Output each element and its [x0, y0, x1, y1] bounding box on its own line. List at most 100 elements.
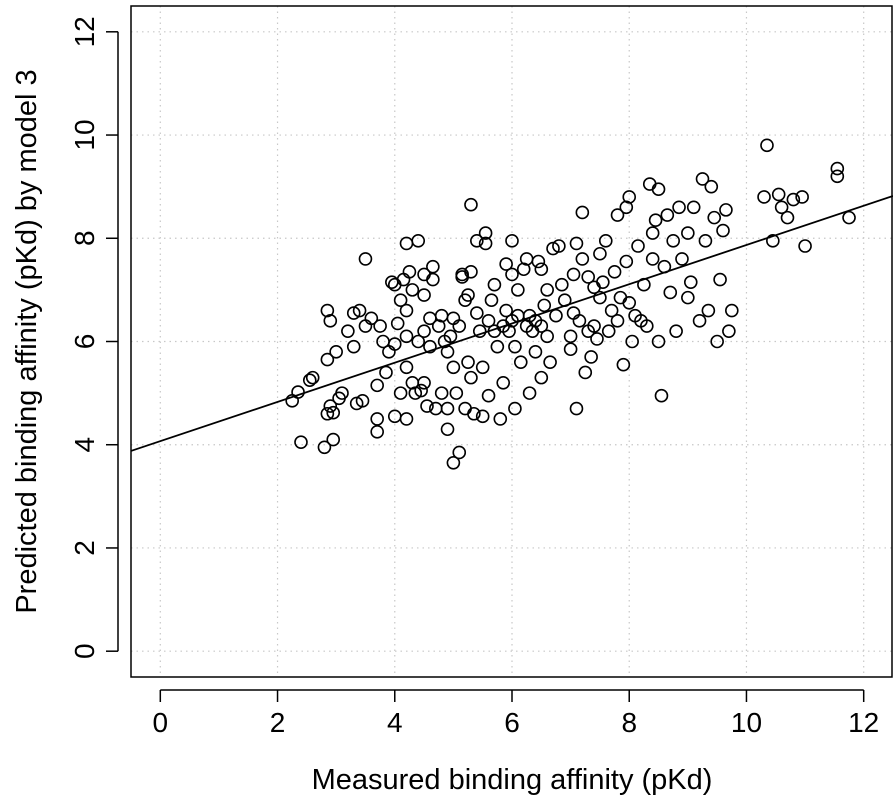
data-point	[587, 319, 601, 333]
data-point	[323, 399, 338, 413]
y-tick-label: 0	[69, 643, 100, 659]
data-point	[766, 234, 780, 248]
data-point	[335, 386, 349, 400]
data-point	[719, 203, 733, 217]
y-tick-label: 4	[69, 437, 100, 453]
data-point	[355, 394, 370, 408]
data-point	[645, 226, 660, 240]
data-point	[496, 375, 511, 390]
data-point	[505, 267, 519, 282]
data-point	[414, 383, 428, 398]
data-point	[481, 314, 496, 328]
data-point	[396, 272, 411, 287]
x-axis-title: Measured binding affinity (pKd)	[312, 764, 713, 796]
data-point	[528, 345, 543, 359]
data-point	[575, 205, 590, 220]
data-point	[440, 422, 455, 437]
data-point	[651, 334, 666, 349]
data-point	[478, 236, 493, 251]
data-point	[464, 370, 478, 385]
data-point	[464, 265, 478, 279]
data-point	[725, 303, 739, 318]
data-point	[569, 401, 584, 416]
data-point	[379, 365, 393, 380]
data-point	[593, 290, 607, 305]
data-point	[513, 355, 528, 369]
data-point	[461, 288, 475, 302]
data-point	[660, 208, 675, 222]
data-point	[399, 236, 414, 251]
data-point	[511, 283, 525, 297]
y-tick-label: 12	[69, 16, 100, 47]
data-point	[387, 277, 402, 292]
data-point	[692, 314, 707, 328]
data-point	[610, 208, 625, 222]
data-point	[563, 329, 578, 344]
data-point	[572, 314, 587, 328]
data-point	[569, 236, 584, 251]
data-point	[722, 324, 736, 338]
plot-frame	[130, 5, 893, 678]
data-point	[757, 190, 771, 204]
data-point	[534, 370, 549, 385]
data-point	[640, 319, 654, 333]
data-point	[475, 409, 490, 424]
data-point	[452, 445, 467, 460]
data-point	[320, 352, 335, 367]
data-point	[771, 187, 786, 202]
data-point	[616, 357, 631, 372]
data-point	[370, 412, 384, 426]
data-point	[382, 345, 396, 359]
data-point	[780, 210, 795, 225]
data-point	[508, 401, 522, 416]
data-point	[358, 252, 373, 266]
data-point	[446, 311, 461, 326]
data-point	[522, 386, 537, 400]
data-point	[695, 172, 710, 186]
data-point	[341, 324, 355, 338]
data-point	[393, 386, 408, 400]
data-point	[399, 303, 414, 318]
data-point	[475, 360, 490, 375]
data-point	[370, 425, 384, 439]
data-point	[593, 246, 607, 261]
data-point	[370, 378, 384, 393]
data-point	[399, 412, 414, 426]
x-tick-label: 0	[153, 707, 169, 738]
data-point	[578, 365, 593, 380]
data-point	[470, 234, 484, 248]
data-point	[387, 337, 402, 351]
data-point	[716, 223, 730, 238]
data-point	[543, 355, 557, 369]
data-point	[549, 308, 563, 323]
data-point	[645, 252, 660, 266]
data-point	[423, 339, 437, 354]
data-point	[648, 213, 663, 228]
data-point	[622, 190, 637, 204]
data-point	[426, 259, 440, 274]
x-tick-label: 6	[504, 707, 520, 738]
y-tick-label: 8	[69, 230, 100, 246]
regression-line	[130, 195, 893, 452]
data-point	[575, 252, 590, 266]
data-point	[458, 401, 472, 416]
data-point	[323, 314, 338, 328]
data-point	[581, 270, 596, 284]
data-point	[552, 239, 566, 253]
data-point	[566, 306, 581, 320]
data-point	[707, 210, 722, 225]
data-point	[590, 332, 604, 346]
data-point	[563, 342, 578, 357]
data-point	[669, 324, 683, 338]
data-point	[663, 285, 678, 300]
x-tick-label: 8	[621, 707, 637, 738]
data-point	[675, 252, 689, 266]
data-point	[417, 324, 431, 338]
data-point	[698, 234, 713, 248]
x-tick-label: 4	[387, 707, 403, 738]
data-point	[464, 197, 478, 212]
data-point	[795, 190, 809, 204]
data-point	[305, 370, 320, 385]
data-point	[399, 360, 414, 375]
